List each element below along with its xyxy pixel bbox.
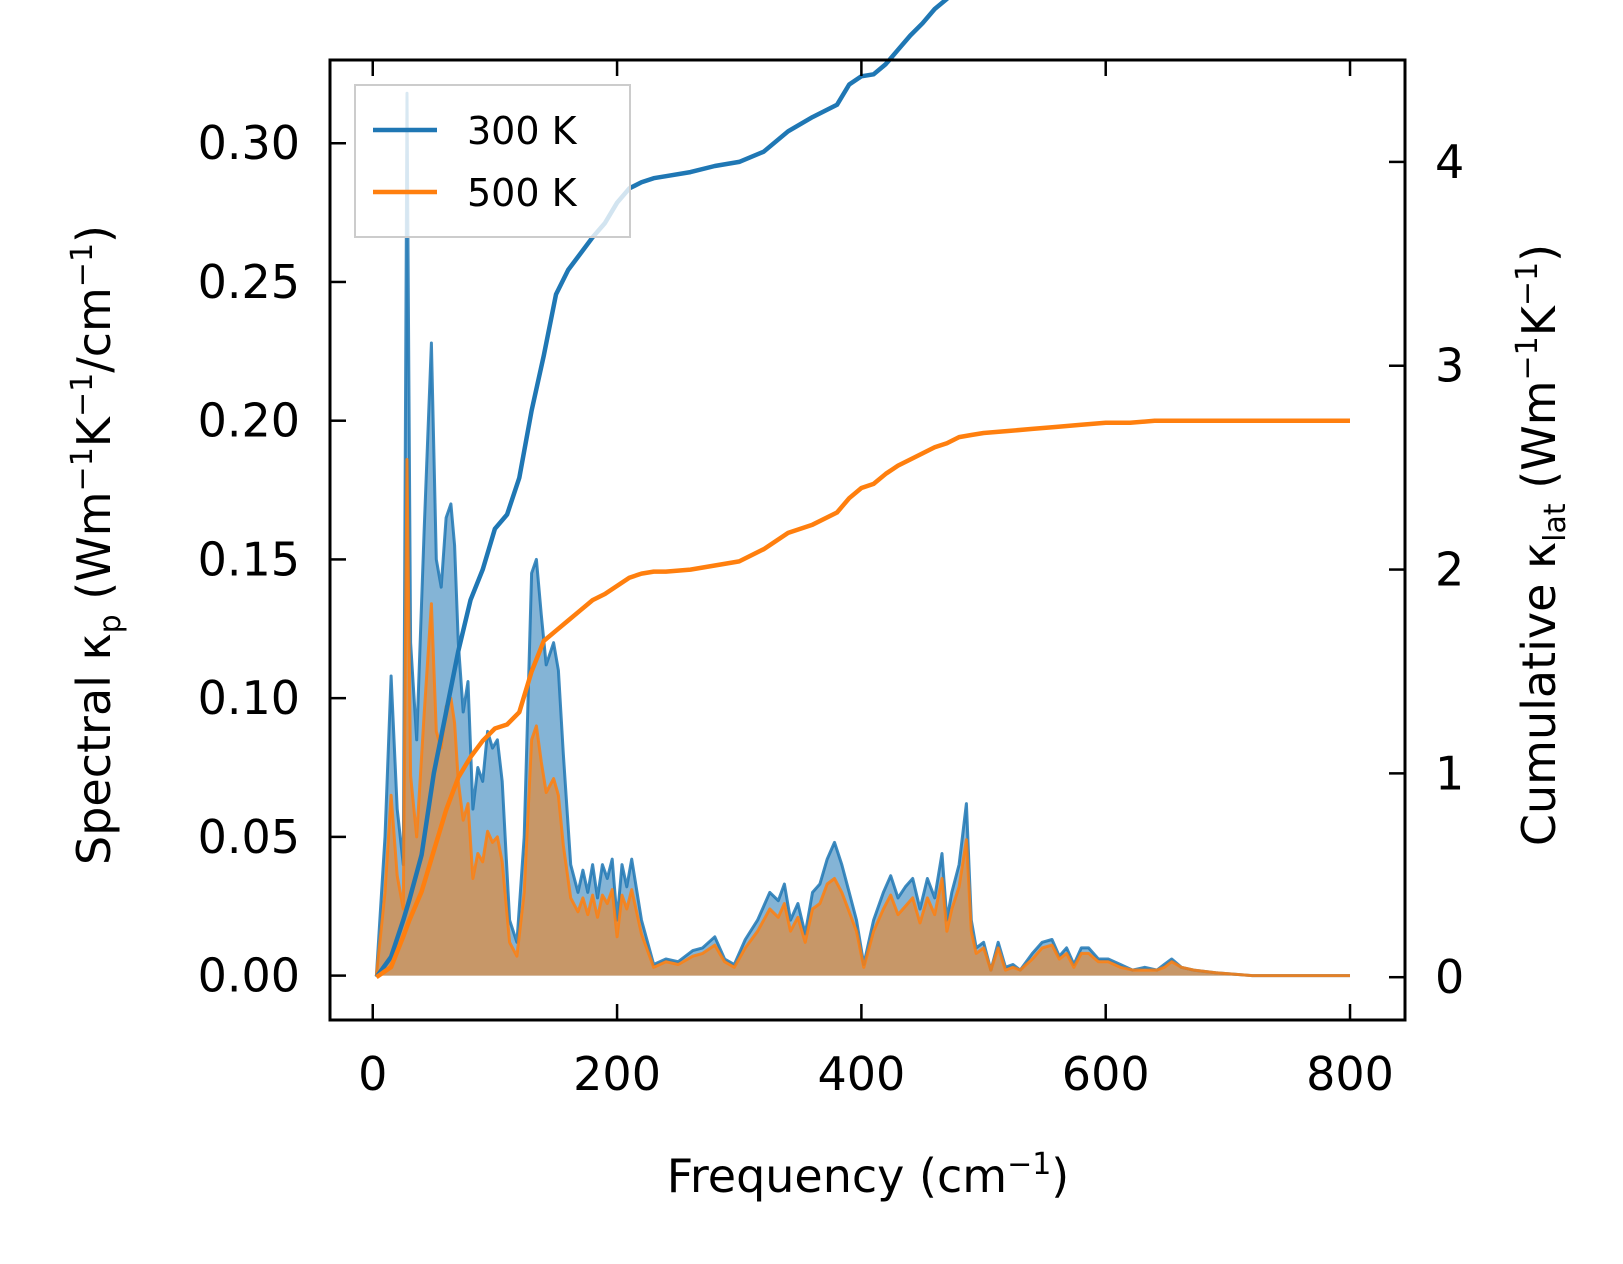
- left-y-tick-label: 0.25: [198, 255, 300, 309]
- left-y-tick-label: 0.10: [198, 671, 300, 725]
- right-y-tick-label: 2: [1435, 543, 1464, 597]
- spectral-fill-500-k: [376, 459, 1350, 976]
- left-y-tick-label: 0.20: [198, 394, 300, 448]
- left-y-tick-label: 0.00: [198, 949, 300, 1003]
- left-y-axis-title: Spectral κp (Wm−1K−1/cm−1): [65, 225, 128, 865]
- legend-label-500-k: 500 K: [467, 171, 578, 215]
- spectral-fills: [376, 93, 1350, 976]
- data-lines: [374, 0, 1350, 980]
- left-y-tick-label: 0.15: [198, 532, 300, 586]
- cumulative-line-500-k: [375, 418, 1350, 980]
- x-axis-title: Frequency (cm−1): [667, 1147, 1070, 1203]
- spectral-line-500-k: [374, 458, 1350, 978]
- legend: 300 K 500 K: [354, 84, 631, 238]
- x-tick-label: 200: [573, 1047, 661, 1101]
- axis-ticks: 0 200 400 600 800 0.00 0.05 0.10 0.15 0.20 0.25 0.3…: [198, 60, 1464, 1101]
- right-y-tick-label: 4: [1435, 135, 1464, 189]
- right-y-tick-label: 1: [1435, 746, 1464, 800]
- left-y-tick-label: 0.05: [198, 810, 300, 864]
- left-y-tick-label: 0.30: [198, 116, 300, 170]
- x-tick-label: 400: [817, 1047, 905, 1101]
- plot-frame: [328, 58, 1407, 1022]
- right-y-axis-title: Cumulative κlat (Wm−1K−1): [1510, 244, 1573, 846]
- legend-box: [354, 84, 631, 238]
- right-y-tick-label: 3: [1435, 339, 1464, 393]
- cumulative-line-300-k: [374, 0, 949, 979]
- x-tick-label: 800: [1306, 1047, 1394, 1101]
- x-tick-label: 600: [1062, 1047, 1150, 1101]
- x-tick-label: 0: [358, 1047, 387, 1101]
- axes-frame: [328, 58, 1407, 1022]
- right-y-tick-label: 0: [1435, 950, 1464, 1004]
- legend-label-300-k: 300 K: [467, 109, 578, 153]
- spectral-line-300-k: [374, 91, 1350, 978]
